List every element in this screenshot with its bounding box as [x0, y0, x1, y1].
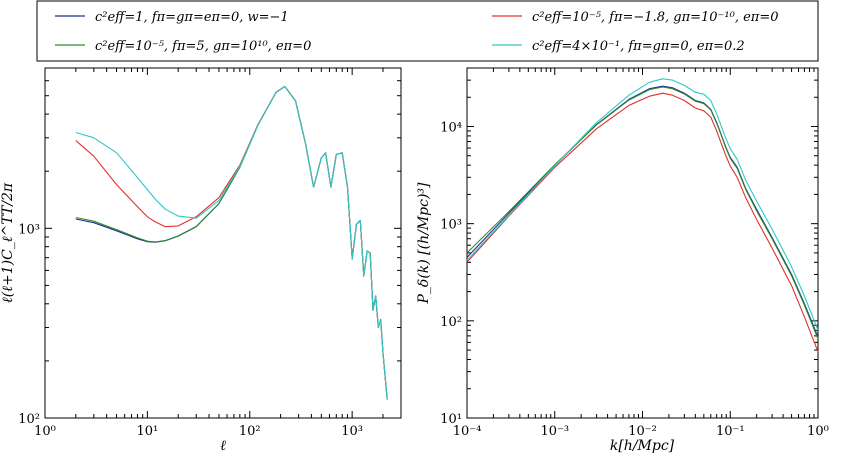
chart1-ytick-label: 10²	[440, 315, 462, 330]
chart1-series	[466, 78, 819, 352]
chart0-series	[75, 85, 388, 400]
chart1-series-0	[466, 85, 819, 338]
chart0-ytick-label: 10²	[18, 412, 40, 427]
legend-label-1: c²eff=10⁻⁵, fπ=5, gπ=10¹⁰, eπ=0	[95, 39, 311, 54]
cmb-spectrum-chart: 10⁰ 10¹ 10² 10³ 10² 10³ ℓ ℓ(ℓ+1)C_ℓ^TT/2π	[0, 67, 402, 454]
chart0-xtick-label: 10³	[341, 424, 363, 439]
chart0-ytick-label: 10³	[18, 222, 40, 237]
chart0-xtick-label: 10⁰	[34, 424, 56, 439]
matter-power-spectrum-chart: 10⁻⁴ 10⁻³ 10⁻² 10⁻¹ 10⁰ 10¹ 10² 10³ 10⁴ k[h/Mpc]…	[416, 67, 829, 454]
chart1-series-3	[466, 78, 819, 331]
chart1-frame	[466, 67, 819, 419]
chart1-xlabel: k[h/Mpc]	[610, 438, 675, 454]
chart1-ticks: 10⁻⁴ 10⁻³ 10⁻² 10⁻¹ 10⁰ 10¹ 10² 10³ 10⁴	[440, 67, 829, 439]
chart1-xtick-label: 10⁻¹	[716, 424, 745, 439]
chart1-xtick-label: 10⁻²	[628, 424, 657, 439]
chart0-xtick-label: 10²	[239, 424, 261, 439]
chart0-series-3	[75, 85, 388, 400]
legend-label-2: c²eff=10⁻⁵, fπ=−1.8, gπ=10⁻¹⁰, eπ=0	[532, 10, 779, 25]
chart0-frame	[44, 67, 402, 419]
legend: c²eff=1, fπ=gπ=eπ=0, w=−1 c²eff=10⁻⁵, fπ…	[36, 0, 819, 62]
chart1-ytick-label: 10⁴	[440, 121, 462, 136]
chart1-xtick-label: 10⁻³	[540, 424, 569, 439]
chart0-series-0	[75, 85, 388, 400]
chart1-ytick-label: 10³	[440, 218, 462, 233]
chart0-ylabel: ℓ(ℓ+1)C_ℓ^TT/2π	[0, 182, 16, 303]
chart0-xlabel: ℓ	[220, 438, 226, 454]
legend-label-3: c²eff=4×10⁻¹, fπ=gπ=0, eπ=0.2	[532, 39, 745, 54]
chart0-ticks: 10⁰ 10¹ 10² 10³ 10² 10³	[18, 67, 402, 439]
chart1-xtick-label: 10⁰	[807, 424, 829, 439]
chart0-xtick-label: 10¹	[137, 424, 159, 439]
chart0-series-1	[75, 85, 388, 400]
chart1-series-1	[466, 86, 819, 340]
chart1-series-2	[466, 92, 819, 352]
legend-label-0: c²eff=1, fπ=gπ=eπ=0, w=−1	[95, 10, 289, 25]
chart1-ylabel: P_δ(k) [(h/Mpc)³]	[416, 182, 432, 305]
chart0-series-2	[75, 85, 388, 400]
chart1-xtick-label: 10⁻⁴	[453, 424, 482, 439]
chart1-ytick-label: 10¹	[440, 412, 462, 427]
legend-frame	[36, 0, 819, 62]
